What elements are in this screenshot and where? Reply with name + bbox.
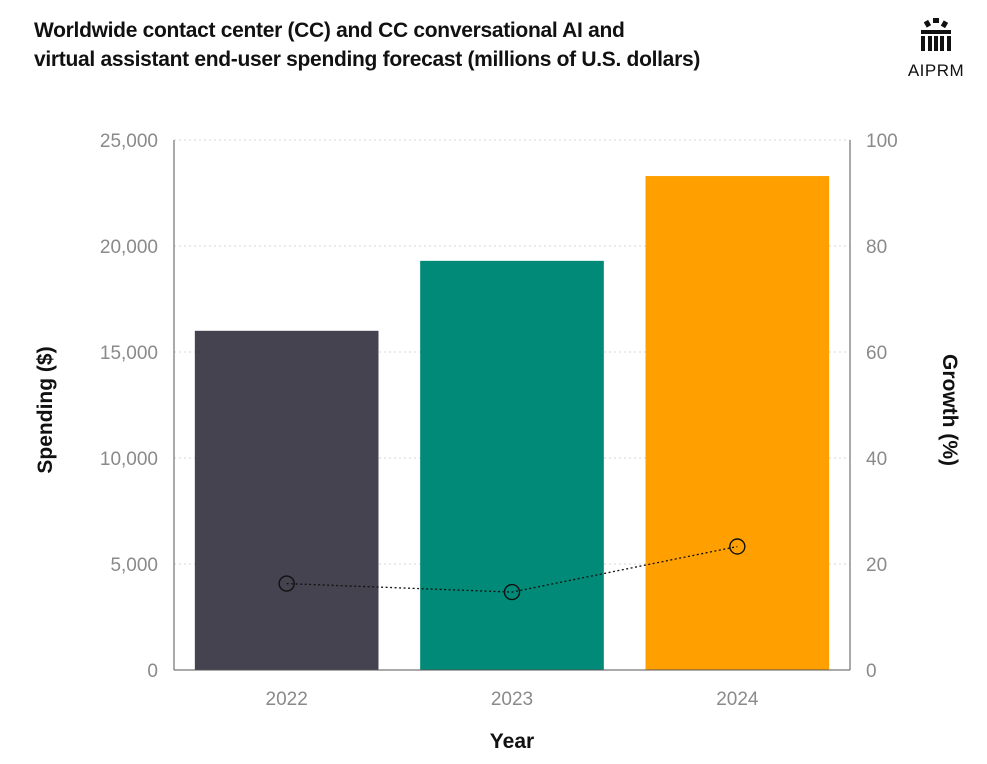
x-tick-labels: 2022 2023 2024 [266,689,759,710]
chart-title-line-2: virtual assistant end-user spending fore… [34,48,701,71]
y2-tick-label: 20 [866,555,887,576]
x-tick-label: 2024 [716,689,759,710]
growth-line [278,538,746,601]
x-axis-title: Year [490,730,534,753]
y-axis-title: Spending ($) [34,346,57,473]
growth-point-2024 [729,538,746,555]
left-tick-labels: 0 5,000 10,000 15,000 20,000 25,000 [100,131,158,682]
bar-2024 [645,176,830,671]
chart-title: Worldwide contact center (CC) and CC con… [34,16,854,74]
y2-tick-label: 40 [866,449,887,470]
growth-point-2023 [503,583,521,601]
x-tick-label: 2023 [491,689,533,710]
growth-line-path [286,545,738,593]
y2-tick-label: 0 [866,661,877,682]
y-tick-label: 10,000 [100,449,158,470]
y2-tick-label: 60 [866,343,887,364]
right-tick-labels: 0 20 40 60 80 100 [866,131,898,682]
y2-tick-label: 80 [866,237,887,258]
y-tick-label: 15,000 [100,343,158,364]
brand-name: AIPRM [907,61,965,80]
bars [194,176,830,671]
growth-point-2022 [278,575,295,592]
y2-tick-label: 100 [866,131,898,152]
y-tick-label: 5,000 [110,555,158,576]
chart-title-line-1: Worldwide contact center (CC) and CC con… [34,19,625,42]
bar-2022 [194,330,379,670]
y-tick-label: 25,000 [100,131,158,152]
y-tick-label: 0 [147,661,158,682]
axes [173,140,851,671]
y-tick-label: 20,000 [100,237,158,258]
brand-logo: AIPRM [896,18,976,81]
y2-axis-title: Growth (%) [938,354,961,466]
aiprm-logo-icon [921,18,951,51]
x-tick-label: 2022 [266,689,308,710]
bar-2023 [420,260,604,670]
